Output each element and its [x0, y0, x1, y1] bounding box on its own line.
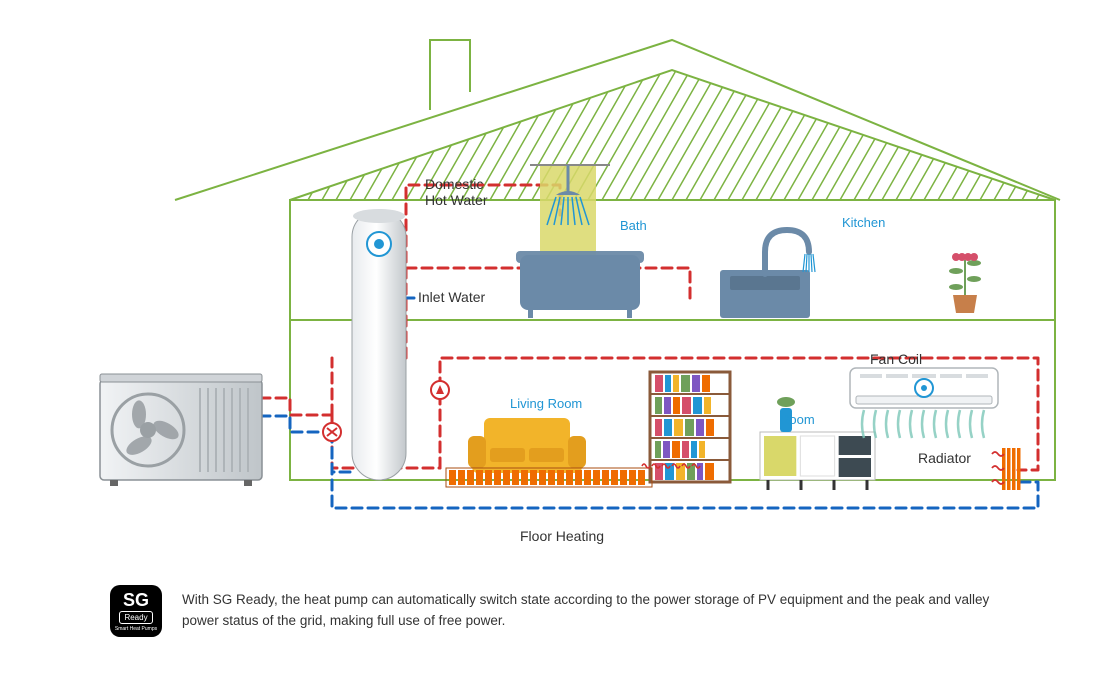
plant-icon	[949, 253, 981, 313]
valve-icon	[323, 423, 341, 441]
label-living-room: Living Room	[510, 396, 582, 411]
sg-badge-top: SG	[123, 591, 149, 609]
sg-ready-badge-icon: SG Ready Smart Heat Pumps	[110, 585, 162, 637]
circulation-pump-icon	[431, 381, 449, 399]
sofa-icon	[468, 418, 586, 473]
fan-coil-icon	[850, 368, 998, 438]
label-fan-coil: Fan Coil	[870, 351, 922, 367]
bath-icon	[516, 165, 644, 318]
label-inlet-water: Inlet Water	[418, 289, 485, 305]
footer: SG Ready Smart Heat Pumps With SG Ready,…	[110, 585, 1000, 637]
sg-badge-sub: Smart Heat Pumps	[115, 626, 157, 632]
water-tank-icon	[352, 209, 406, 480]
label-kitchen: Kitchen	[842, 215, 885, 230]
footer-text: With SG Ready, the heat pump can automat…	[182, 590, 1000, 632]
label-floor-heating: Floor Heating	[520, 528, 604, 544]
label-domestic-hot-water: Domestic Hot Water	[425, 176, 488, 208]
heat-pump-diagram: Domestic Hot Water Inlet Water Bath Kitc…	[0, 0, 1101, 671]
radiator-icon	[992, 448, 1021, 490]
label-radiator: Radiator	[918, 450, 971, 466]
diagram-svg	[0, 0, 1101, 671]
label-bath: Bath	[620, 218, 647, 233]
sideboard-icon	[760, 397, 875, 490]
sg-badge-bottom: Ready	[119, 611, 152, 624]
kitchen-sink-icon	[720, 230, 815, 318]
heat-pump-unit-icon	[100, 374, 262, 486]
components-group	[100, 165, 1021, 490]
label-room: Room	[780, 412, 815, 427]
